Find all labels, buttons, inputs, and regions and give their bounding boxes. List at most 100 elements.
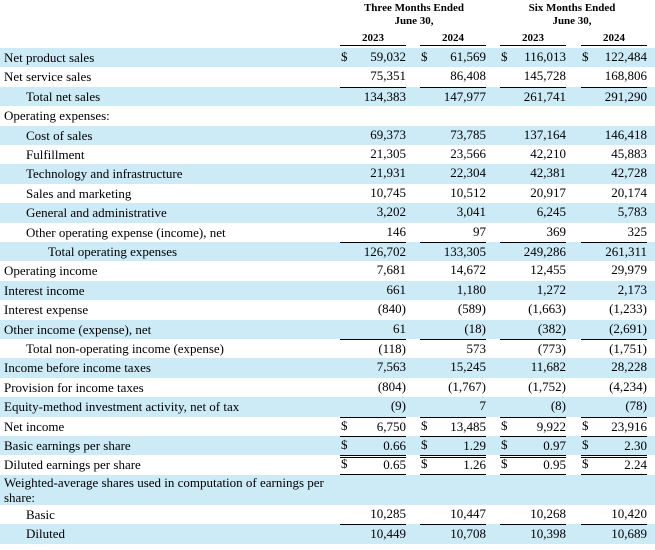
value-cell: 137,164 xyxy=(523,126,566,142)
value-cell: 1,272 xyxy=(536,281,566,297)
currency-sign: $ xyxy=(501,49,508,64)
table-row: Cost of sales 69,373 73,785 137,164 146,418 xyxy=(0,125,655,145)
value-cell: 116,013 xyxy=(524,49,566,64)
table-row: Net income 6,750 $13,485 $9,922 $23,916 $ xyxy=(0,416,655,439)
row-label: Basic earnings per share xyxy=(4,438,131,453)
row-label: Weighted-average shares used in computat… xyxy=(4,474,324,505)
row-label: Interest expense xyxy=(4,302,89,318)
value-cell: 21,931 xyxy=(370,165,406,181)
value-cell: 20,917 xyxy=(530,184,566,200)
row-label: Provision for income taxes xyxy=(4,379,144,395)
value-cell: 42,728 xyxy=(611,165,647,181)
value-cell: 661 xyxy=(386,281,407,297)
value-cell: 10,420 xyxy=(611,505,647,521)
year-header: 2024 xyxy=(420,31,486,46)
value-cell: 2.30 xyxy=(581,436,647,458)
row-label: Diluted xyxy=(26,526,65,542)
table-row: Total operating expenses 126,702 133,305 24… xyxy=(0,242,655,262)
table-row: General and administrative 3,202 3,041 6,24… xyxy=(0,203,655,223)
value-cell: 1,180 xyxy=(456,281,486,297)
table-row: Diluted 10,449 10,708 10,398 10,689 xyxy=(0,524,655,544)
value-cell: 145,728 xyxy=(523,68,566,84)
table-row: Net service sales 75,351 86,408 145,728 168,… xyxy=(0,67,655,86)
value-cell: 11,682 xyxy=(530,359,566,375)
table-row: Equity-method investment activity, net o… xyxy=(0,397,655,417)
value-cell: 10,708 xyxy=(420,524,486,543)
value-cell: 10,285 xyxy=(370,505,406,521)
currency-sign: $ xyxy=(501,437,508,452)
row-label: Net service sales xyxy=(4,69,92,85)
table-row: Basic 10,285 10,447 10,268 10,420 xyxy=(0,505,655,524)
value-cell: 122,484 xyxy=(604,49,647,64)
value-cell: 369 xyxy=(546,223,567,239)
currency-sign: $ xyxy=(501,417,508,433)
value-cell: 42,381 xyxy=(530,165,566,181)
table-row: Diluted earnings per share 0.65 $1.26 $0.95… xyxy=(0,455,655,478)
currency-sign: $ xyxy=(582,417,589,433)
value-cell: (4,234) xyxy=(609,378,647,394)
value-cell: 10,268 xyxy=(530,505,566,521)
row-label: Operating expenses: xyxy=(4,108,110,124)
table-row: Income before income taxes 7,563 15,245 11,… xyxy=(0,358,655,378)
table-row: Net product sales 59,032 $61,569 $116,013 $1… xyxy=(0,48,655,68)
value-cell: 23,566 xyxy=(450,146,486,161)
currency-sign: $ xyxy=(501,456,508,472)
value-cell: 14,672 xyxy=(450,262,486,278)
row-label: Fulfillment xyxy=(26,147,85,162)
value-cell: 86,408 xyxy=(450,68,486,84)
value-cell: (1,767) xyxy=(448,378,486,394)
table-row: Operating income 7,681 14,672 12,455 29,979 xyxy=(0,261,655,280)
row-label: Net product sales xyxy=(4,50,95,65)
value-cell: 6,245 xyxy=(536,204,566,220)
currency-sign: $ xyxy=(341,417,348,433)
value-cell: 7,563 xyxy=(376,359,406,375)
row-label: Sales and marketing xyxy=(26,185,132,201)
table-row: Total non-operating income (expense) (118… xyxy=(0,339,655,358)
value-cell: 59,032 xyxy=(370,49,406,64)
group-header-line: June 30, xyxy=(552,15,592,27)
row-label: General and administrative xyxy=(26,205,167,221)
value-cell: 168,806 xyxy=(604,68,647,84)
value-cell: (9) xyxy=(390,398,406,414)
value-cell: 28,228 xyxy=(611,359,647,375)
row-label: Income before income taxes xyxy=(4,360,151,376)
value-cell: 5,783 xyxy=(617,204,647,220)
row-label: Total operating expenses xyxy=(48,244,178,259)
row-label: Technology and infrastructure xyxy=(26,166,183,182)
value-cell: 2,173 xyxy=(617,281,647,297)
value-cell: (840) xyxy=(377,301,406,317)
row-label: Total non-operating income (expense) xyxy=(26,341,224,356)
currency-sign: $ xyxy=(582,49,589,64)
currency-sign: $ xyxy=(582,456,589,472)
row-label: Diluted earnings per share xyxy=(4,457,141,473)
value-cell: 0.66 xyxy=(340,436,406,458)
table-row: Provision for income taxes (804) (1,767) (1… xyxy=(0,378,655,397)
value-cell: (78) xyxy=(625,398,647,414)
value-cell: 10,689 xyxy=(581,524,647,543)
value-cell: (804) xyxy=(377,378,406,394)
table-row: Weighted-average shares used in computat… xyxy=(0,474,655,505)
table-row: Interest expense (840) (589) (1,663) (1,233) xyxy=(0,300,655,319)
value-cell: 261,311 xyxy=(581,242,647,261)
value-cell: (1,233) xyxy=(609,301,647,317)
value-cell: (1,751) xyxy=(581,339,647,358)
year-header: 2023 xyxy=(500,31,566,46)
group-header: Three Months Ended June 30, xyxy=(339,2,489,28)
value-cell: 3,202 xyxy=(376,204,406,220)
table-row: Other income (expense), net 61 (18) (382) (2… xyxy=(0,319,655,339)
group-header: Six Months Ended June 30, xyxy=(497,2,647,28)
group-header-line: Three Months Ended xyxy=(363,2,465,14)
value-cell: 3,041 xyxy=(456,204,486,220)
table-row: Technology and infrastructure 21,931 22,30… xyxy=(0,164,655,184)
value-cell: 261,741 xyxy=(500,86,566,106)
group-header-line: June 30, xyxy=(394,15,434,27)
value-cell: 291,290 xyxy=(581,86,647,106)
row-label: Cost of sales xyxy=(26,127,93,143)
value-cell: 22,304 xyxy=(450,165,486,181)
value-cell: 45,883 xyxy=(611,146,647,161)
currency-sign: $ xyxy=(341,49,348,64)
table-row: Sales and marketing 10,745 10,512 20,917 20,… xyxy=(0,184,655,203)
value-cell: 12,455 xyxy=(530,262,566,278)
value-cell: (118) xyxy=(340,339,406,358)
